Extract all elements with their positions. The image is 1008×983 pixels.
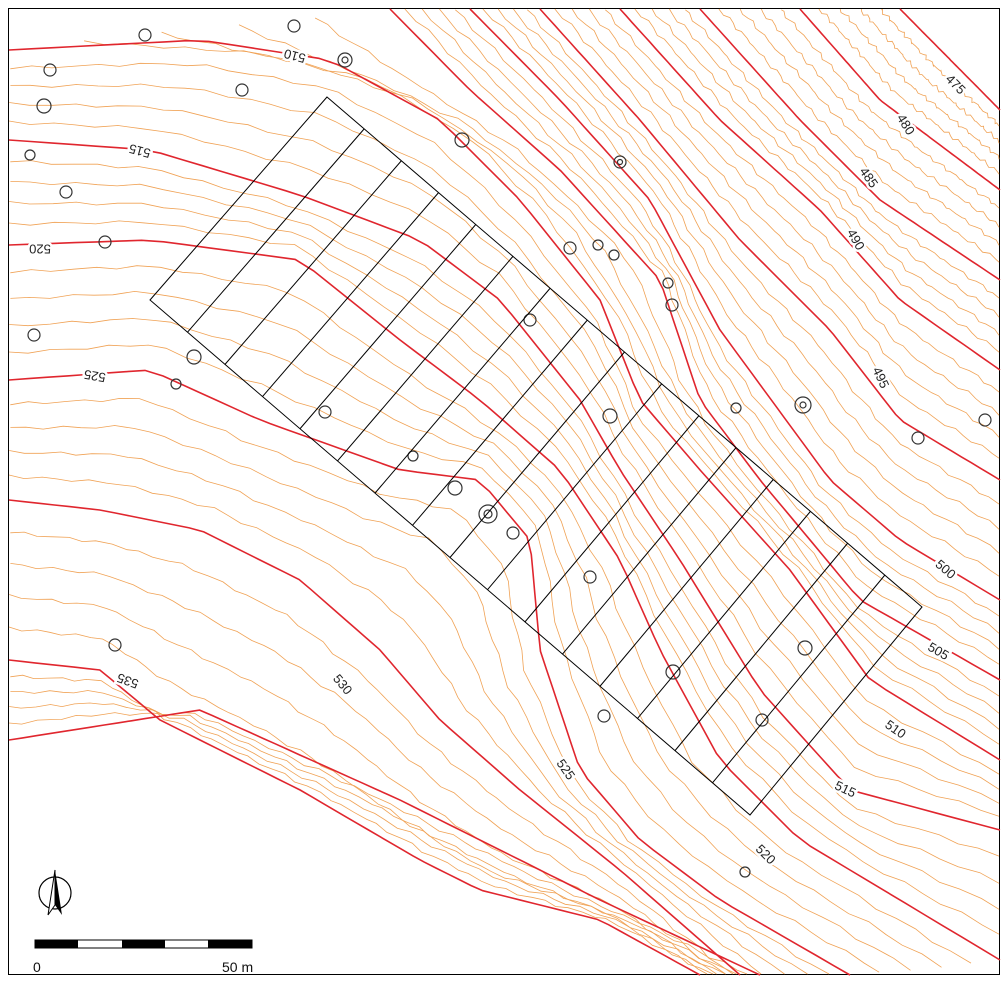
contour-label: 520	[29, 242, 51, 257]
scale-end: 50 m	[222, 959, 253, 975]
scale-start: 0	[33, 959, 41, 975]
map: 4754804854904955005055105155205255305355…	[0, 0, 1008, 983]
